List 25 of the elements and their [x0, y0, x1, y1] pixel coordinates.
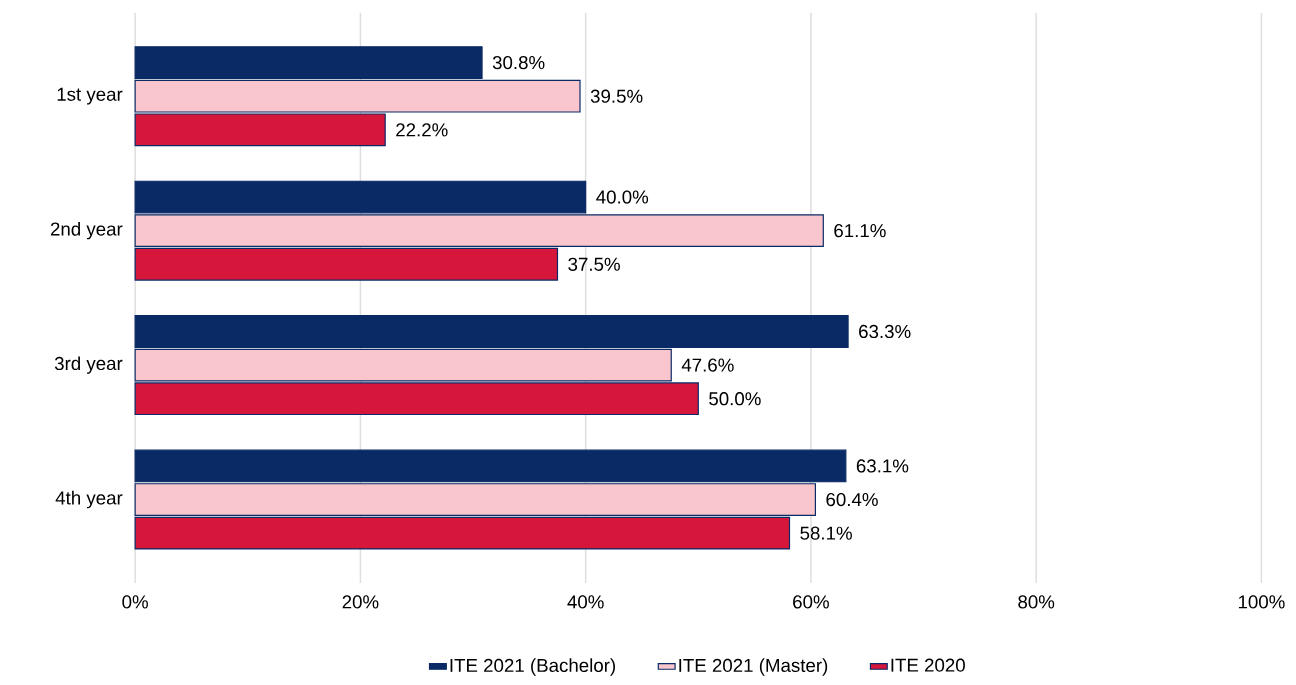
legend-label: ITE 2021 (Bachelor): [450, 658, 616, 676]
y-tick-label: 4th year: [55, 491, 123, 509]
data-label: 58.1%: [800, 526, 852, 540]
legend-label: ITE 2021 (Master): [679, 658, 828, 676]
x-tick-label: 40%: [567, 595, 604, 609]
x-tick-label: 20%: [342, 595, 379, 609]
legend-label: ITE 2020: [891, 658, 965, 672]
data-label: 37.5%: [568, 257, 620, 272]
x-tick-label: 60%: [793, 595, 829, 609]
data-label: 39.5%: [590, 89, 643, 103]
data-label: 61.1%: [834, 224, 886, 238]
data-label: 22.2%: [396, 123, 448, 137]
data-label: 40.0%: [596, 190, 649, 204]
data-label: 47.6%: [681, 358, 734, 372]
data-label: 63.1%: [856, 459, 909, 473]
x-tick-label: 100%: [1238, 595, 1285, 609]
x-tick-label: 80%: [1018, 595, 1055, 609]
y-tick-label: 1st year: [57, 88, 123, 105]
x-tick-label: 0%: [122, 595, 148, 609]
y-tick-label: 3rd year: [54, 356, 123, 374]
data-label: 30.8%: [492, 56, 545, 70]
y-tick-label: 2nd year: [50, 222, 123, 240]
data-label: 63.3%: [859, 325, 911, 339]
data-label: 60.4%: [826, 493, 878, 507]
data-label: 50.0%: [709, 392, 761, 406]
